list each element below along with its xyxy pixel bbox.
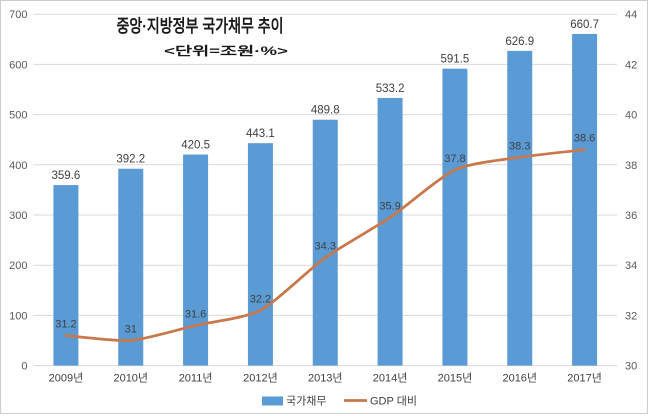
svg-text:38: 38	[625, 160, 637, 172]
svg-text:2011년: 2011년	[179, 372, 213, 385]
svg-text:2012년: 2012년	[243, 372, 278, 385]
svg-text:34.3: 34.3	[315, 241, 336, 253]
svg-text:489.8: 489.8	[311, 105, 340, 117]
svg-text:200: 200	[9, 260, 27, 272]
svg-text:42: 42	[625, 59, 637, 71]
svg-text:100: 100	[9, 310, 27, 322]
svg-text:600: 600	[9, 59, 27, 71]
svg-text:443.1: 443.1	[246, 128, 275, 140]
svg-text:31.6: 31.6	[185, 308, 206, 320]
svg-text:32: 32	[625, 310, 637, 322]
svg-text:533.2: 533.2	[376, 83, 405, 95]
svg-text:40: 40	[625, 110, 637, 122]
svg-text:2009년: 2009년	[49, 372, 84, 385]
svg-text:392.2: 392.2	[116, 154, 145, 166]
svg-text:31.2: 31.2	[55, 318, 76, 330]
svg-text:500: 500	[9, 110, 27, 122]
svg-text:38.3: 38.3	[509, 140, 530, 152]
svg-text:2010년: 2010년	[113, 372, 148, 385]
svg-text:GDP 대비: GDP 대비	[370, 395, 417, 408]
svg-text:400: 400	[9, 160, 27, 172]
svg-text:300: 300	[9, 210, 27, 222]
svg-text:30: 30	[625, 361, 637, 373]
svg-text:2016년: 2016년	[502, 372, 537, 385]
svg-text:359.6: 359.6	[52, 170, 81, 182]
svg-text:2013년: 2013년	[308, 372, 343, 385]
svg-text:2015년: 2015년	[438, 372, 473, 385]
svg-text:700: 700	[9, 9, 27, 21]
svg-text:420.5: 420.5	[181, 140, 210, 152]
svg-text:44: 44	[625, 9, 637, 21]
svg-text:31: 31	[125, 324, 137, 336]
svg-text:37.8: 37.8	[444, 153, 465, 165]
svg-text:36: 36	[625, 210, 637, 222]
svg-text:34: 34	[625, 260, 637, 272]
svg-text:국가채무: 국가채무	[286, 395, 326, 408]
svg-text:38.6: 38.6	[574, 133, 595, 145]
svg-text:660.7: 660.7	[570, 19, 599, 31]
svg-text:2017년: 2017년	[567, 372, 602, 385]
svg-text:32.2: 32.2	[250, 293, 271, 305]
svg-text:2014년: 2014년	[373, 372, 408, 385]
svg-text:35.9: 35.9	[379, 201, 400, 213]
svg-text:0: 0	[21, 361, 27, 373]
